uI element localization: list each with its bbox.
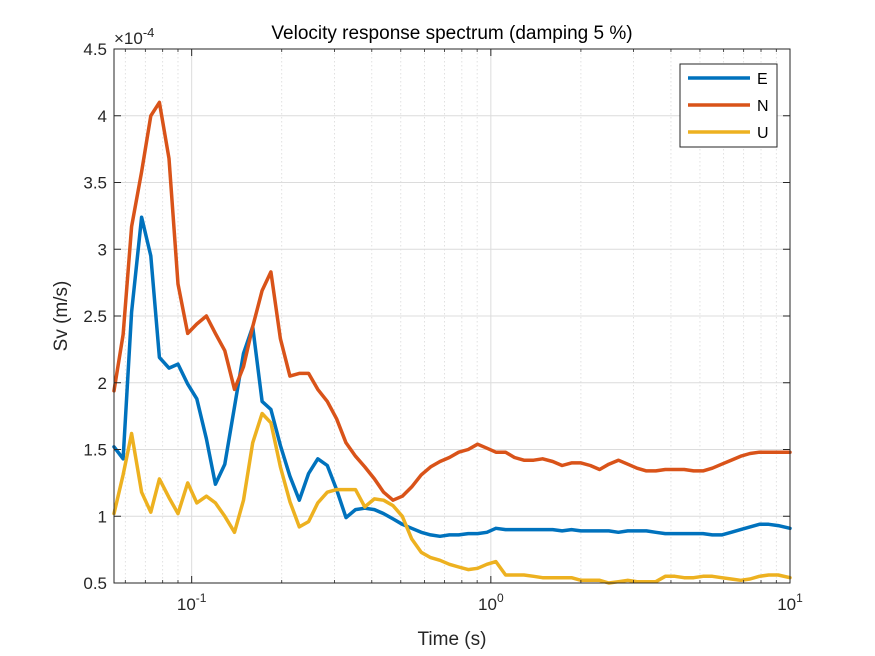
- legend-label-e: E: [757, 71, 768, 88]
- y-tick-labels: 0.5 1 1.5 2 2.5 3 3.5 4 4.5: [83, 40, 107, 593]
- x-tick-base: 10: [777, 595, 796, 614]
- series-group: [112, 100, 792, 585]
- y-axis-label: Sv (m/s): [51, 281, 72, 352]
- y-tick-label: 1.5: [83, 441, 107, 460]
- series-line-n: [112, 100, 792, 502]
- y-tick-label: 3: [98, 240, 107, 259]
- y-tick-label: 3.5: [83, 174, 107, 193]
- y-tick-label: 1: [98, 507, 107, 526]
- chart-title: Velocity response spectrum (damping 5 %): [271, 23, 632, 44]
- x-tick-label: 100: [478, 591, 504, 614]
- x-tick-base: 10: [177, 595, 196, 614]
- x-tick-labels: 10-1 100 101: [177, 591, 803, 614]
- y-tick-label: 4.5: [83, 40, 107, 59]
- x-tick-power: 0: [497, 591, 504, 605]
- x-axis-label: Time (s): [418, 629, 487, 650]
- x-tick-label: 101: [777, 591, 803, 614]
- y-tick-label: 0.5: [83, 574, 107, 593]
- series-line-u: [112, 411, 792, 585]
- legend: ENU: [679, 63, 778, 148]
- x-tick-label: 10-1: [177, 591, 207, 614]
- y-tick-label: 4: [98, 107, 107, 126]
- y-exponent-label: ×10-4: [114, 25, 154, 48]
- y-tick-label: 2.5: [83, 307, 107, 326]
- tick-marks: [114, 48, 791, 584]
- y-exponent-power: -4: [143, 25, 155, 40]
- series-line-e: [112, 215, 792, 539]
- x-tick-base: 10: [478, 595, 497, 614]
- x-tick-power: 1: [796, 591, 803, 605]
- legend-label-u: U: [757, 125, 769, 142]
- x-tick-power: -1: [196, 591, 207, 605]
- legend-label-n: N: [757, 98, 769, 115]
- y-exponent-base: ×10: [114, 29, 143, 48]
- y-tick-label: 2: [98, 374, 107, 393]
- major-gridlines: [114, 49, 790, 583]
